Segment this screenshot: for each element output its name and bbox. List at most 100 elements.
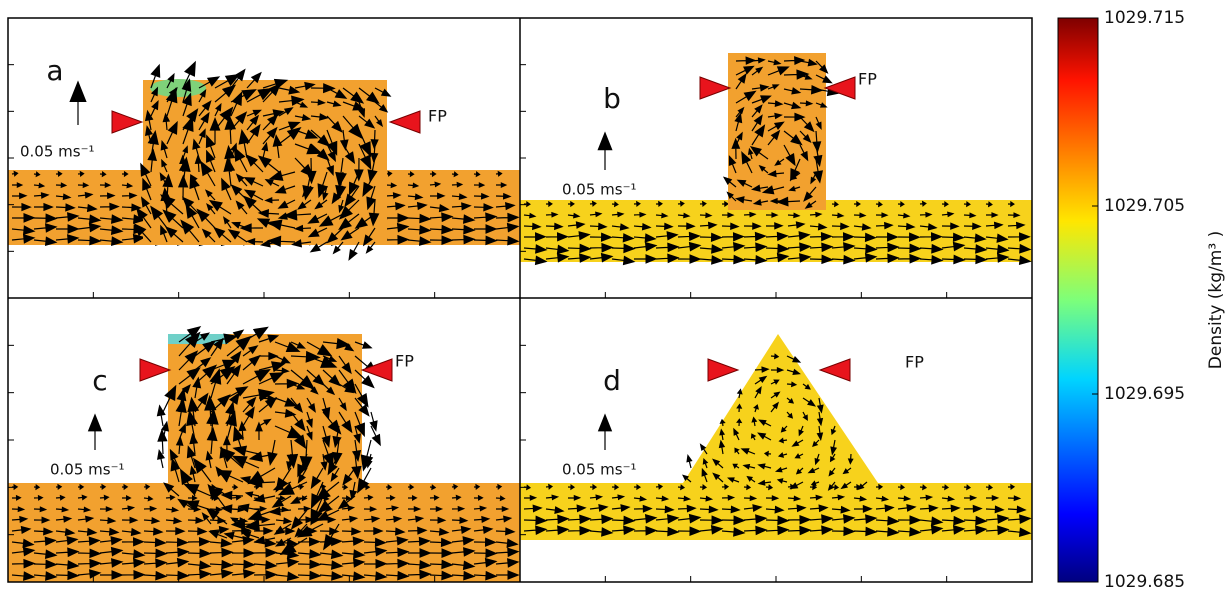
velocity-arrow xyxy=(721,242,746,252)
velocity-arrow xyxy=(77,203,98,213)
velocity-arrow xyxy=(787,525,812,536)
velocity-arrow xyxy=(385,234,410,245)
velocity-arrow xyxy=(736,418,743,427)
velocity-arrow xyxy=(735,73,747,90)
velocity-arrow xyxy=(121,483,129,491)
velocity-arrow xyxy=(853,200,861,208)
velocity-arrow xyxy=(809,242,834,253)
velocity-arrow xyxy=(776,196,801,207)
velocity-arrow xyxy=(897,200,905,208)
velocity-arrow xyxy=(545,252,570,263)
velocity-arrow xyxy=(267,219,296,231)
fp-label: FP xyxy=(858,70,877,89)
velocity-arrow xyxy=(77,222,102,233)
velocity-arrow xyxy=(495,222,520,233)
velocity-arrow xyxy=(589,527,614,537)
velocity-arrow xyxy=(495,182,508,188)
velocity-arrow xyxy=(272,134,283,159)
velocity-arrow xyxy=(853,514,878,524)
velocity-arrow xyxy=(787,212,801,219)
velocity-arrow xyxy=(306,425,313,441)
fp-label: FP xyxy=(395,352,414,371)
fp-marker xyxy=(360,358,393,382)
velocity-arrow xyxy=(633,514,658,524)
velocity-arrow xyxy=(310,113,330,121)
velocity-arrow xyxy=(451,171,459,178)
velocity-arrow xyxy=(140,196,152,215)
velocity-arrow xyxy=(341,495,352,502)
velocity-arrow xyxy=(242,354,261,371)
velocity-arrow xyxy=(11,571,36,581)
velocity-arrow xyxy=(842,467,852,475)
velocity-arrow xyxy=(332,241,344,255)
velocity-arrow xyxy=(783,144,796,167)
velocity-arrow xyxy=(385,547,410,558)
velocity-arrow xyxy=(787,242,812,253)
velocity-arrow xyxy=(323,523,340,551)
velocity-arrow xyxy=(335,171,347,200)
velocity-arrow xyxy=(294,143,322,155)
velocity-arrow xyxy=(198,100,212,117)
velocity-arrow xyxy=(358,101,366,118)
velocity-arrow xyxy=(165,570,190,581)
velocity-arrow xyxy=(206,149,216,173)
velocity-arrow xyxy=(451,494,462,501)
velocity-arrow xyxy=(831,212,845,219)
velocity-arrow xyxy=(633,525,658,536)
velocity-arrow xyxy=(290,369,316,390)
velocity-arrow xyxy=(143,558,168,569)
velocity-arrow xyxy=(293,224,312,233)
velocity-arrow xyxy=(246,87,274,103)
velocity-arrow xyxy=(374,101,389,113)
velocity-arrow xyxy=(278,126,302,145)
velocity-arrow xyxy=(429,224,454,235)
velocity-arrow xyxy=(721,232,745,242)
velocity-arrow xyxy=(722,176,737,188)
velocity-arrow xyxy=(201,512,212,525)
velocity-arrow xyxy=(244,491,260,498)
velocity-arrow xyxy=(306,369,325,386)
velocity-arrow xyxy=(354,157,364,182)
velocity-arrow xyxy=(274,425,304,439)
velocity-arrow xyxy=(220,490,244,501)
velocity-arrow xyxy=(828,467,836,477)
velocity-arrow xyxy=(99,236,124,246)
velocity-arrow xyxy=(182,92,192,117)
velocity-arrow xyxy=(941,515,966,526)
velocity-arrow xyxy=(55,234,80,244)
velocity-arrow xyxy=(789,172,801,181)
velocity-arrow xyxy=(897,515,922,525)
velocity-arrow xyxy=(589,222,608,231)
velocity-arrow xyxy=(385,494,396,501)
velocity-arrow xyxy=(185,204,200,229)
velocity-arrow xyxy=(451,505,466,512)
velocity-arrow xyxy=(699,484,708,491)
velocity-arrow xyxy=(341,571,366,582)
velocity-arrow xyxy=(326,129,338,156)
velocity-arrow xyxy=(429,170,437,178)
velocity-arrow xyxy=(589,514,614,525)
velocity-arrow xyxy=(787,504,807,513)
fp-marker xyxy=(823,76,856,100)
colorbar-tick-label: 1029.715 xyxy=(1104,8,1185,28)
velocity-arrow xyxy=(799,84,824,95)
velocity-arrow xyxy=(545,200,553,208)
velocity-arrow xyxy=(767,100,784,107)
velocity-arrow xyxy=(699,200,707,207)
velocity-arrow xyxy=(677,231,701,242)
velocity-arrow xyxy=(677,513,702,524)
velocity-arrow xyxy=(385,505,400,512)
velocity-arrow xyxy=(473,224,498,234)
velocity-arrow xyxy=(206,426,218,455)
velocity-arrow xyxy=(523,525,548,535)
velocity-arrow xyxy=(363,526,384,536)
velocity-arrow xyxy=(963,515,988,526)
velocity-arrow xyxy=(633,483,642,491)
velocity-arrow xyxy=(941,211,955,218)
velocity-arrow xyxy=(186,445,197,469)
velocity-arrow xyxy=(751,184,769,192)
velocity-arrow xyxy=(897,212,911,219)
velocity-arrow xyxy=(331,185,344,205)
velocity-arrow xyxy=(150,63,161,89)
velocity-arrow xyxy=(341,536,365,546)
